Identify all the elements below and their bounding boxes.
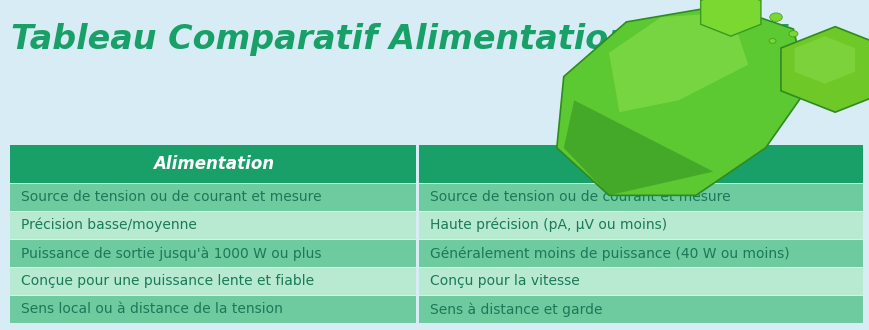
Circle shape bbox=[788, 31, 797, 37]
Text: Précision basse/moyenne: Précision basse/moyenne bbox=[21, 218, 196, 232]
Text: Conçue pour une puissance lente et fiable: Conçue pour une puissance lente et fiabl… bbox=[21, 274, 314, 288]
FancyBboxPatch shape bbox=[419, 268, 862, 295]
Text: Généralement moins de puissance (40 W ou moins): Généralement moins de puissance (40 W ou… bbox=[429, 246, 788, 260]
Text: Puissance de sortie jusqu'à 1000 W ou plus: Puissance de sortie jusqu'à 1000 W ou pl… bbox=[21, 246, 321, 260]
Text: Sens à distance et garde: Sens à distance et garde bbox=[429, 302, 601, 316]
FancyBboxPatch shape bbox=[419, 240, 862, 267]
FancyBboxPatch shape bbox=[419, 296, 862, 323]
Text: Haute précision (pA, μV ou moins): Haute précision (pA, μV ou moins) bbox=[429, 218, 667, 232]
Polygon shape bbox=[780, 27, 869, 112]
Polygon shape bbox=[556, 5, 806, 195]
Circle shape bbox=[769, 13, 781, 21]
FancyBboxPatch shape bbox=[419, 183, 862, 211]
Polygon shape bbox=[700, 0, 760, 36]
FancyBboxPatch shape bbox=[10, 145, 415, 183]
Text: Sens local ou à distance de la tension: Sens local ou à distance de la tension bbox=[21, 302, 282, 316]
Polygon shape bbox=[793, 36, 854, 84]
Polygon shape bbox=[563, 100, 713, 195]
Text: SMU: SMU bbox=[620, 155, 661, 173]
FancyBboxPatch shape bbox=[419, 145, 862, 183]
FancyBboxPatch shape bbox=[10, 183, 415, 211]
Polygon shape bbox=[608, 13, 747, 112]
FancyBboxPatch shape bbox=[10, 240, 415, 267]
Circle shape bbox=[768, 39, 775, 43]
FancyBboxPatch shape bbox=[10, 212, 415, 239]
FancyBboxPatch shape bbox=[419, 212, 862, 239]
Text: Tableau Comparatif Alimentation VS SMU: Tableau Comparatif Alimentation VS SMU bbox=[11, 23, 789, 56]
FancyBboxPatch shape bbox=[10, 268, 415, 295]
Text: Source de tension ou de courant et mesure: Source de tension ou de courant et mesur… bbox=[429, 190, 730, 204]
Text: Conçu pour la vitesse: Conçu pour la vitesse bbox=[429, 274, 579, 288]
Text: Alimentation: Alimentation bbox=[152, 155, 274, 173]
Text: Source de tension ou de courant et mesure: Source de tension ou de courant et mesur… bbox=[21, 190, 322, 204]
FancyBboxPatch shape bbox=[10, 296, 415, 323]
